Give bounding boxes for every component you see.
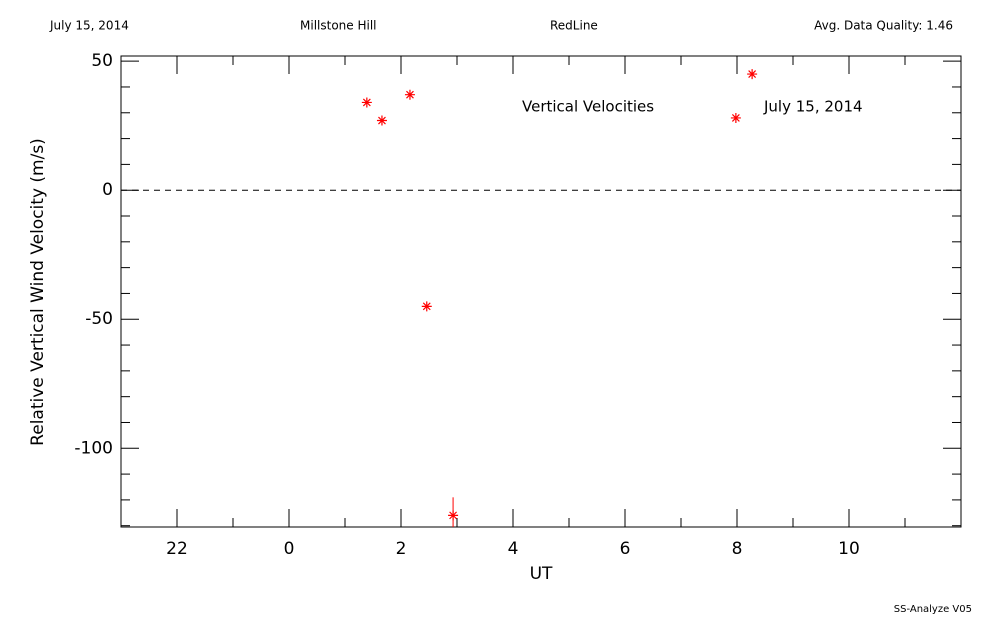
x-tick-label: 4 [508, 539, 519, 559]
header-site: Millstone Hill [300, 19, 376, 33]
x-tick-label: 10 [838, 539, 860, 559]
data-point [376, 115, 387, 126]
annotation: Vertical Velocities [522, 98, 654, 116]
x-tick-label: 2 [396, 539, 407, 559]
header-quality: Avg. Data Quality: 1.46 [814, 19, 953, 33]
annotation: July 15, 2014 [763, 98, 863, 116]
x-tick-label: 22 [166, 539, 188, 559]
x-tick-label: 6 [620, 539, 631, 559]
plot-frame [120, 55, 962, 528]
x-tick-label: 8 [732, 539, 743, 559]
x-axis-label: UT [530, 564, 553, 584]
data-point [421, 301, 432, 312]
data-point [448, 510, 459, 521]
y-tick-label: 50 [91, 51, 113, 71]
data-point [404, 89, 415, 100]
data-point [747, 69, 758, 80]
data-point [730, 112, 741, 123]
x-tick-label: 0 [284, 539, 295, 559]
y-tick-label: -100 [74, 438, 113, 458]
header-date: July 15, 2014 [49, 19, 129, 33]
header-line: RedLine [550, 19, 598, 33]
plot-area [361, 69, 758, 527]
data-point [361, 97, 372, 108]
y-tick-label: -50 [85, 309, 113, 329]
footer: SS-Analyze V05 [894, 604, 972, 615]
y-tick-label: 0 [102, 180, 113, 200]
y-axis-label: Relative Vertical Wind Velocity (m/s) [28, 138, 48, 446]
